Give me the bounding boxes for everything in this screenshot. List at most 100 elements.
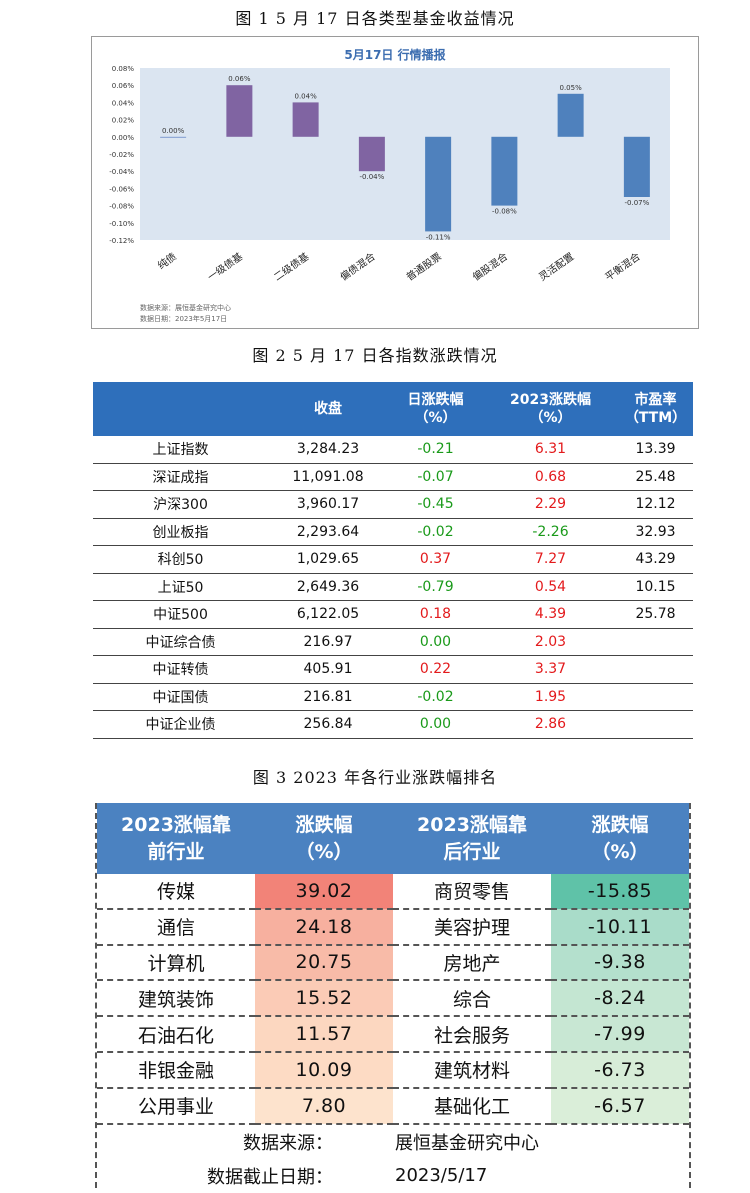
data-label: 0.05%: [560, 84, 583, 92]
ytd-change: 3.37: [483, 655, 618, 684]
top-industry-name: 传媒: [97, 874, 255, 910]
bottom-industry-name: 建筑材料: [393, 1051, 551, 1089]
bottom-industry-change: -7.99: [551, 1016, 689, 1053]
bar: [557, 93, 584, 137]
index-table: 收盘 日涨跌幅 （%） 2023涨跌幅 （%） 市盈率 （TTM） 上证指数 3,284.23…: [93, 382, 693, 739]
day-change: 0.18: [388, 600, 483, 629]
industry-header-cell: 涨跌幅 （%）: [551, 803, 689, 874]
bottom-industry-change: -6.57: [551, 1087, 689, 1125]
footer-row: 数据截止日期： 2023/5/17: [97, 1159, 689, 1193]
table-row: 非银金融 10.09 建筑材料 -6.73: [97, 1051, 689, 1089]
table-row: 公用事业 7.80 基础化工 -6.57: [97, 1087, 689, 1125]
x-tick-label: 普通股票: [404, 250, 444, 284]
pe-ttm: [618, 655, 693, 684]
table-row: 中证国债 216.81 -0.02 1.95: [93, 683, 693, 711]
bottom-industry-change: -8.24: [551, 980, 689, 1018]
pe-ttm: 25.48: [618, 463, 693, 491]
x-tick-label: 灵活配置: [537, 251, 577, 284]
bar: [160, 136, 187, 138]
x-tick-label: 纯债: [155, 250, 179, 272]
close-value: 3,284.23: [268, 436, 388, 464]
chart-source: 数据来源：展恒基金研究中心: [140, 304, 231, 312]
pe-ttm: 25.78: [618, 600, 693, 629]
pe-ttm: 32.93: [618, 518, 693, 546]
footer-label: 数据截止日期：: [207, 1166, 333, 1188]
day-change: 0.00: [388, 710, 483, 739]
close-value: 6,122.05: [268, 600, 388, 629]
pe-ttm: [618, 628, 693, 656]
bar: [623, 136, 650, 197]
table-row: 中证转债 405.91 0.22 3.37: [93, 655, 693, 684]
figure1-caption: 图 1 5 月 17 日各类型基金收益情况: [235, 9, 515, 28]
ytd-change: 1.95: [483, 683, 618, 711]
day-change: -0.21: [388, 436, 483, 464]
bar: [491, 136, 518, 206]
ytd-change: 0.68: [483, 463, 618, 491]
close-value: 2,293.64: [268, 518, 388, 546]
close-value: 11,091.08: [268, 463, 388, 491]
ytd-change: 2.03: [483, 628, 618, 656]
top-industry-name: 公用事业: [97, 1087, 255, 1125]
table-row: 中证500 6,122.05 0.18 4.39 25.78: [93, 600, 693, 629]
y-tick-label: -0.08%: [109, 203, 134, 211]
close-value: 405.91: [268, 655, 388, 684]
index-name: 中证转债: [93, 655, 268, 684]
index-name: 上证50: [93, 573, 268, 601]
table-row: 计算机 20.75 房地产 -9.38: [97, 944, 689, 982]
index-name: 上证指数: [93, 436, 268, 464]
chart-date: 数据日期：2023年5月17日: [140, 315, 228, 323]
top-industry-name: 石油石化: [97, 1016, 255, 1053]
day-change: -0.02: [388, 518, 483, 546]
table-row: 石油石化 11.57 社会服务 -7.99: [97, 1016, 689, 1053]
index-table-header: 收盘 日涨跌幅 （%） 2023涨跌幅 （%） 市盈率 （TTM）: [93, 382, 693, 436]
footer-value: 2023/5/17: [395, 1165, 488, 1187]
y-tick-label: 0.04%: [112, 99, 135, 107]
pe-ttm: [618, 710, 693, 739]
bottom-industry-change: -6.73: [551, 1051, 689, 1089]
pe-ttm: 43.29: [618, 545, 693, 574]
day-change: -0.45: [388, 490, 483, 519]
top-industry-name: 建筑装饰: [97, 980, 255, 1018]
index-name: 创业板指: [93, 518, 268, 546]
table-row: 上证指数 3,284.23 -0.21 6.31 13.39: [93, 436, 693, 464]
x-tick-label: 偏股混合: [470, 250, 510, 284]
day-change: -0.07: [388, 463, 483, 491]
table-row: 中证企业债 256.84 0.00 2.86: [93, 710, 693, 739]
ytd-change: 6.31: [483, 436, 618, 464]
ytd-change: -2.26: [483, 518, 618, 546]
bar: [292, 102, 319, 137]
pe-ttm: 10.15: [618, 573, 693, 601]
bottom-industry-name: 商贸零售: [393, 874, 551, 910]
index-name: 中证综合债: [93, 628, 268, 656]
close-value: 256.84: [268, 710, 388, 739]
top-industry-name: 非银金融: [97, 1051, 255, 1089]
data-label: -0.11%: [426, 233, 451, 241]
index-header-cell: 日涨跌幅 （%）: [388, 382, 483, 436]
data-label: 0.00%: [162, 127, 185, 135]
industry-header-cell: 2023涨幅靠 后行业: [393, 803, 551, 874]
footer-row: 数据来源： 展恒基金研究中心: [97, 1124, 689, 1159]
index-name: 沪深300: [93, 490, 268, 519]
bar: [226, 85, 253, 137]
bar: [425, 136, 452, 232]
index-header-cell: 2023涨跌幅 （%）: [483, 382, 618, 436]
industry-ranking-block: 2023涨幅靠 前行业 涨跌幅 （%） 2023涨幅靠 后行业 涨跌幅 （%） 传媒 39.02…: [95, 803, 691, 1188]
y-tick-label: 0.02%: [112, 117, 135, 125]
data-label: 0.06%: [228, 75, 251, 83]
y-tick-label: 0.00%: [112, 134, 135, 142]
data-label: -0.08%: [492, 208, 517, 216]
index-header-cell: [93, 382, 268, 436]
index-name: 科创50: [93, 545, 268, 574]
figure2-caption: 图 2 5 月 17 日各指数涨跌情况: [252, 346, 498, 365]
table-row: 沪深300 3,960.17 -0.45 2.29 12.12: [93, 490, 693, 519]
x-tick-label: 二级债基: [271, 250, 311, 284]
bottom-industry-name: 综合: [393, 980, 551, 1018]
fund-returns-svg: 5月17日 行情播报 0.08% 0.06% 0.04% 0.02% 0.00% -0.02…: [109, 47, 670, 284]
pe-ttm: 12.12: [618, 490, 693, 519]
y-tick-label: -0.02%: [109, 151, 134, 159]
index-header-cell: 收盘: [268, 382, 388, 436]
table-row: 建筑装饰 15.52 综合 -8.24: [97, 980, 689, 1018]
table-row: 深证成指 11,091.08 -0.07 0.68 25.48: [93, 463, 693, 491]
x-tick-label: 平衡混合: [602, 250, 642, 284]
ytd-change: 0.54: [483, 573, 618, 601]
